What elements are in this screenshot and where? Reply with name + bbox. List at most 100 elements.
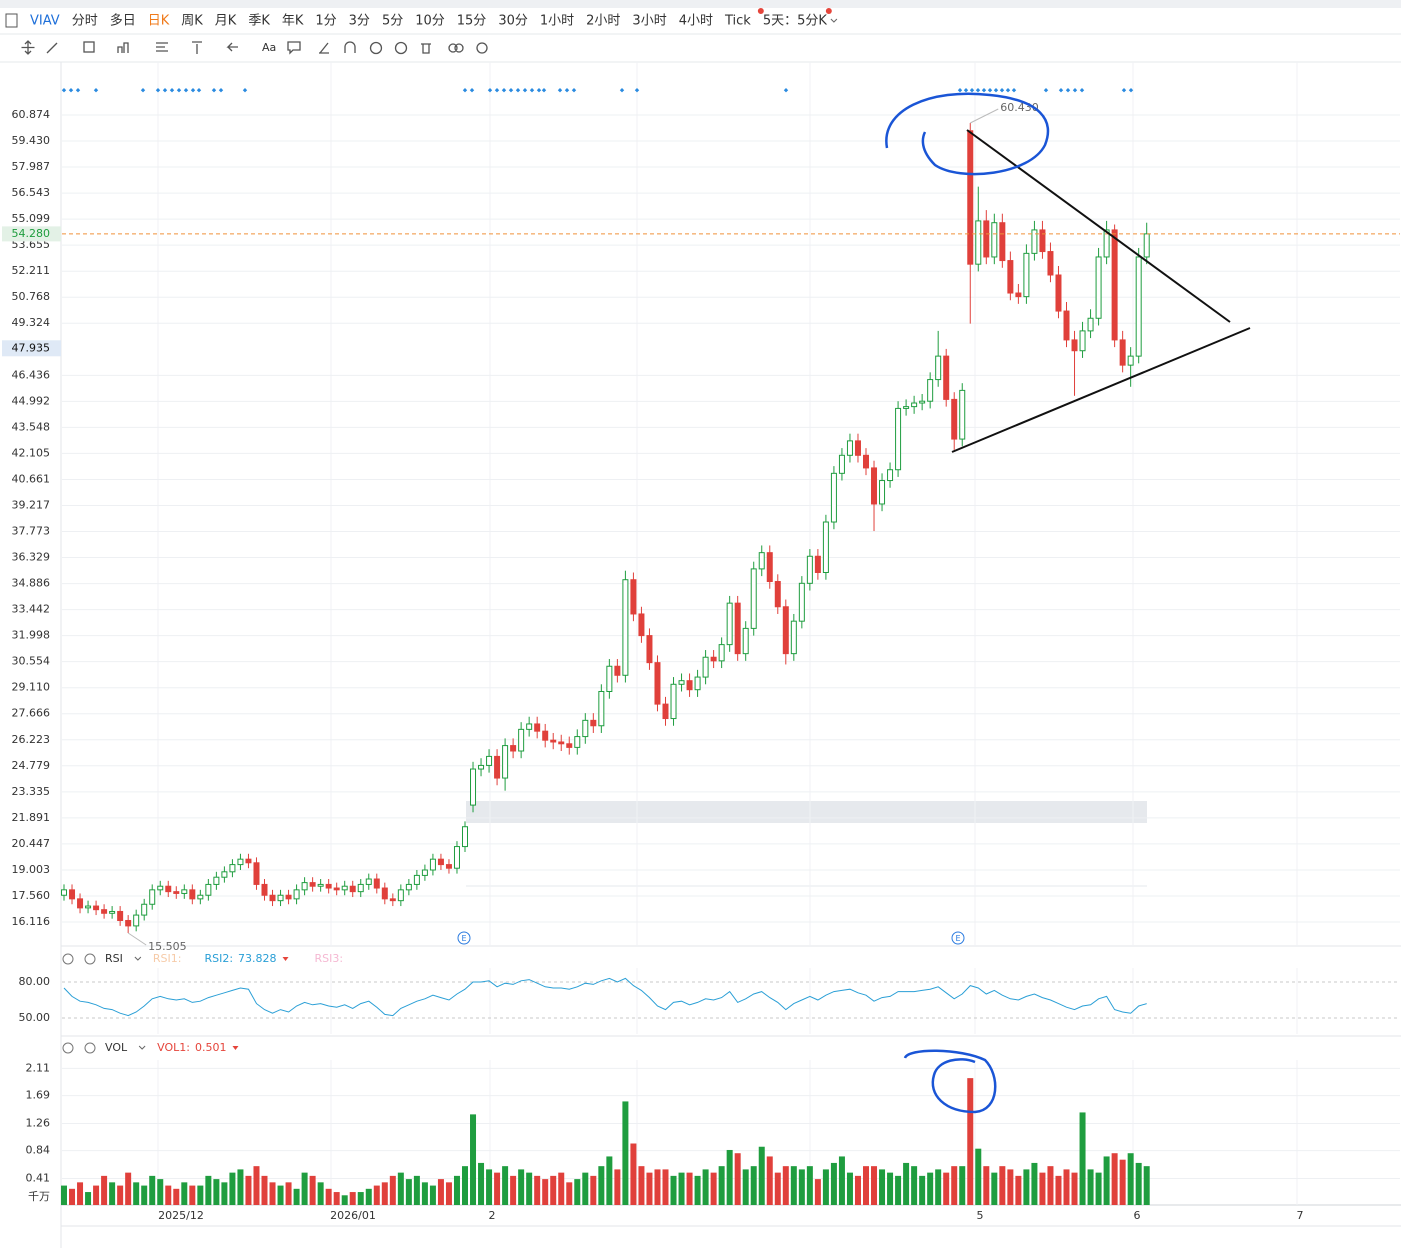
volume-bar <box>550 1175 557 1205</box>
panel-close[interactable] <box>84 953 96 965</box>
period-tab[interactable]: 2小时 <box>586 14 620 29</box>
period-tab[interactable]: 15分 <box>457 14 487 29</box>
volume-bar <box>133 1182 140 1205</box>
event-marker[interactable] <box>951 931 965 945</box>
volume-bar <box>871 1166 878 1205</box>
candle-body <box>598 690 605 727</box>
candle-body <box>622 579 629 676</box>
shape-tool[interactable] <box>83 41 95 53</box>
candle-body <box>526 723 533 730</box>
candle-body <box>245 858 252 864</box>
line-tool[interactable] <box>46 42 58 54</box>
volume-bar <box>253 1166 260 1205</box>
volume-bar <box>758 1146 765 1205</box>
period-tab[interactable]: 30分 <box>498 14 528 29</box>
candle-body <box>1119 339 1126 366</box>
period-tab[interactable]: 5天：5分K <box>763 14 828 29</box>
period-tab[interactable]: 1分 <box>315 14 336 29</box>
sidebar-toggle[interactable] <box>5 13 18 28</box>
lock-tool[interactable] <box>369 41 383 55</box>
candle-body <box>349 885 356 893</box>
event-dot <box>190 88 196 93</box>
hide-tool[interactable] <box>394 41 408 55</box>
legend-dropdown[interactable] <box>232 1046 239 1050</box>
pattern-tool[interactable] <box>117 42 129 53</box>
volume-bar <box>726 1149 733 1205</box>
volume-bar <box>526 1172 533 1205</box>
period-tab[interactable]: 1小时 <box>540 14 574 29</box>
compare-tool[interactable] <box>448 43 464 53</box>
delete-tool[interactable] <box>421 43 431 54</box>
volume-bar <box>245 1175 252 1205</box>
volume-bar <box>397 1172 404 1205</box>
period-tab[interactable]: 月K <box>215 14 237 29</box>
volume-bar <box>1063 1169 1070 1205</box>
note-tool[interactable] <box>287 41 301 55</box>
panel-close[interactable] <box>84 1042 96 1054</box>
volume-bar <box>213 1179 220 1205</box>
event-dot <box>140 88 146 93</box>
candle-body <box>1055 274 1062 312</box>
event-dot <box>999 88 1005 93</box>
rsi-line <box>63 977 1147 1017</box>
event-dot <box>242 88 248 93</box>
event-dot <box>169 88 175 93</box>
panel-settings[interactable] <box>62 953 74 965</box>
y-tick-label: 29.110 <box>12 681 51 694</box>
event-dot <box>487 88 493 93</box>
candle-body <box>462 826 468 848</box>
period-tab[interactable]: 5分 <box>382 14 403 29</box>
event-dot <box>541 88 547 93</box>
period-tab[interactable]: Tick <box>724 14 751 29</box>
y-tick-label: 1.69 <box>26 1089 51 1102</box>
period-tab[interactable]: 分时 <box>72 14 98 29</box>
candle-body <box>1023 252 1030 298</box>
period-tab[interactable]: 10分 <box>415 14 445 29</box>
volume-bar <box>822 1169 829 1205</box>
volume-bar <box>470 1114 477 1205</box>
panel-settings[interactable] <box>62 1042 74 1054</box>
candle-body <box>1127 355 1134 366</box>
volume-bar <box>486 1169 493 1205</box>
top-strip <box>0 0 1401 8</box>
volume-bar <box>125 1172 132 1205</box>
fib-tool[interactable] <box>156 42 168 52</box>
candle-body <box>341 885 348 891</box>
candle-body <box>213 876 220 885</box>
event-marker[interactable] <box>457 931 471 945</box>
magnet-tool[interactable] <box>344 41 356 53</box>
symbol[interactable]: VIAV <box>30 14 60 29</box>
period-tab[interactable]: 周K <box>181 14 203 29</box>
period-tab[interactable]: 多日 <box>110 13 136 29</box>
dropdown[interactable] <box>830 18 838 23</box>
move-tool[interactable] <box>21 40 35 55</box>
text-tool[interactable]: Aa <box>262 41 276 54</box>
volume-bar <box>1031 1162 1038 1205</box>
panel-dropdown[interactable] <box>134 956 142 961</box>
volume-bar <box>405 1179 412 1205</box>
legend-dropdown[interactable] <box>282 957 289 961</box>
period-tab[interactable]: 季K <box>248 14 270 29</box>
panel-dropdown[interactable] <box>138 1045 146 1050</box>
ruler-tool[interactable] <box>319 42 329 54</box>
candle-body <box>389 898 396 902</box>
candle-body <box>630 579 637 615</box>
volume-bar <box>959 1166 966 1205</box>
event-dot <box>634 88 640 93</box>
period-tab[interactable]: 年K <box>282 14 304 29</box>
measure-tool[interactable] <box>192 41 202 54</box>
settings[interactable] <box>476 42 488 54</box>
period-tab[interactable]: 日K <box>148 14 170 29</box>
volume-bar <box>61 1185 67 1205</box>
y-tick-label: 1.26 <box>26 1116 51 1129</box>
volume-bar <box>887 1172 894 1205</box>
volume-bar <box>389 1175 396 1205</box>
last-price-box <box>2 226 61 242</box>
candle-body <box>373 878 380 889</box>
candle-body <box>1079 330 1086 352</box>
volume-bar <box>558 1172 565 1205</box>
period-tab[interactable]: 3分 <box>349 14 370 29</box>
period-tab[interactable]: 4小时 <box>679 14 713 29</box>
arrow-tool[interactable] <box>226 42 238 52</box>
period-tab[interactable]: 3小时 <box>632 14 666 29</box>
